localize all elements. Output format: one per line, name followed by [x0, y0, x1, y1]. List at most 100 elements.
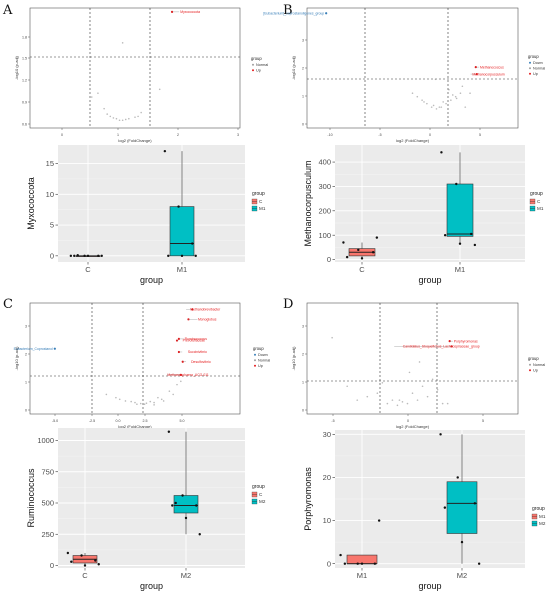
volcano-point-normal	[426, 395, 429, 398]
legend-swatch	[254, 353, 256, 356]
x-tick-label: C	[82, 571, 88, 580]
y-axis-label: -log10 (p-adj)	[14, 346, 19, 370]
data-point	[443, 233, 447, 237]
x-axis-label: group	[418, 581, 441, 591]
data-point	[339, 553, 342, 557]
volcano-point-normal	[162, 400, 165, 402]
volcano-frame	[306, 302, 519, 415]
box-m2	[173, 495, 199, 514]
volcano-point-normal	[118, 119, 121, 122]
volcano-point-normal	[398, 399, 401, 401]
legend-label: C	[537, 199, 541, 204]
volcano-point-normal	[105, 393, 108, 396]
legend-label: Normal	[533, 67, 545, 71]
volcano-point-normal	[411, 92, 414, 95]
x-tick-label: 5.0	[180, 419, 185, 423]
legend-label: M1	[537, 206, 544, 211]
x-tick-label: 3	[237, 133, 239, 137]
data-point	[469, 232, 473, 236]
panel-letter: C	[3, 297, 13, 312]
panel-a: A 0 1 2 3 0.6 0.9 1.2 1.5 1.8 log2 (FoldChange) -lo…	[2, 3, 268, 285]
y-tick-label: 3	[302, 324, 304, 328]
y-tick-label: 400	[318, 158, 331, 167]
volcano-point-normal	[97, 92, 99, 94]
box-plot: 0 100 200 300 400 C M1 group Methanocorpusculum g…	[303, 145, 544, 285]
y-tick-label: 100	[318, 231, 331, 240]
volcano-point-normal	[445, 102, 447, 105]
point-label: Porphyromonas	[454, 339, 478, 343]
data-point	[73, 254, 76, 258]
data-point	[343, 562, 347, 565]
legend-label: Up	[258, 364, 263, 368]
point-label: Ruminococcus	[185, 337, 208, 341]
y-tick-label: 0	[25, 408, 27, 412]
data-point	[191, 242, 194, 245]
volcano-point-normal	[157, 396, 159, 399]
volcano-point-normal	[118, 398, 121, 401]
panel-b: B -10 -5 0 5 0 1 2 3 log2 (FoldChange) -log10 (p-a…	[263, 3, 545, 285]
volcano-plot: -10 -5 0 5 0 1 2 3 log2 (FoldChange) -log10 (p-ad…	[263, 7, 545, 143]
volcano-point-down	[325, 12, 328, 15]
y-tick-label: 3	[302, 38, 304, 42]
panel-letter: B	[283, 3, 293, 18]
y-tick-label: 1.2	[22, 78, 27, 82]
data-point	[357, 248, 360, 252]
y-tick-label: 250	[41, 530, 54, 539]
legend-title: group	[528, 356, 539, 361]
volcano-point-normal	[421, 99, 423, 101]
volcano-point-normal	[134, 401, 136, 404]
y-tick-label: 0.6	[22, 122, 27, 126]
volcano-point-normal	[391, 399, 394, 401]
legend-label: Up	[533, 72, 538, 76]
volcano-point-normal	[149, 400, 152, 403]
y-tick-label: 0	[302, 122, 304, 126]
data-point	[455, 182, 458, 186]
volcano-point-normal	[459, 92, 462, 95]
volcano-point-up	[170, 10, 174, 13]
data-point	[371, 251, 375, 254]
volcano-point-normal	[134, 116, 136, 118]
volcano-point-normal	[168, 390, 171, 392]
legend-swatch	[252, 69, 254, 72]
legend-label: Up	[256, 69, 261, 73]
x-tick-label: -10	[327, 133, 332, 137]
volcano-point-normal	[406, 402, 409, 405]
y-tick-label: 2	[25, 352, 27, 356]
volcano-plot: 0 1 2 3 0.6 0.9 1.2 1.5 1.8 log2 (FoldChange) -log…	[14, 7, 268, 143]
x-tick-label: -5	[378, 133, 381, 137]
y-tick-label: 30	[323, 430, 331, 439]
x-tick-label: M2	[181, 571, 191, 580]
data-point	[86, 254, 90, 258]
panel-letter: D	[283, 297, 293, 312]
point-label: Methanobrevibacter	[190, 308, 221, 312]
data-point	[69, 254, 73, 258]
plot-background	[58, 428, 245, 568]
volcano-point-normal	[454, 95, 457, 98]
data-point	[473, 502, 477, 505]
legend-swatch	[529, 363, 531, 366]
volcano-point-normal	[469, 92, 471, 95]
y-tick-label: 15	[46, 159, 54, 168]
volcano-point-normal	[115, 117, 118, 120]
x-tick-label: 0	[61, 133, 63, 137]
y-tick-label: 10	[46, 190, 54, 199]
y-tick-label: 2	[302, 66, 304, 70]
x-axis-label: log2 (FoldChange)	[118, 138, 152, 143]
legend-label: M1	[539, 514, 546, 519]
point-label: [Eubacterium]_coprostanoligenes_group	[263, 11, 324, 15]
y-tick-label: 200	[318, 206, 331, 215]
x-tick-label: 0	[429, 133, 431, 137]
volcano-point-normal	[106, 113, 109, 115]
data-point	[373, 562, 377, 565]
y-tick-label: 300	[318, 182, 331, 191]
volcano-point-normal	[90, 96, 93, 98]
y-axis-label: -log10 (p-adj)	[291, 346, 296, 370]
volcano-point-normal	[331, 336, 333, 339]
box-plot: 0 250 500 750 1000 C M2 group Ruminococcus group C…	[26, 428, 266, 591]
data-point	[66, 551, 70, 555]
legend-label: M1	[259, 206, 266, 211]
y-tick-label: 10	[323, 516, 331, 525]
legend-title: group	[252, 484, 265, 490]
volcano-point-normal	[160, 398, 163, 401]
